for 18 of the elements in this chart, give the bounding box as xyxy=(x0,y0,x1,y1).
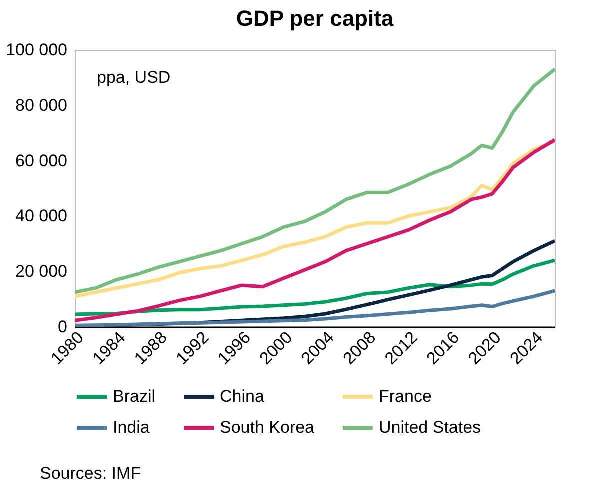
y-tick-label: 60 000 xyxy=(16,151,68,170)
y-tick-label: 20 000 xyxy=(16,262,68,282)
legend-label: China xyxy=(220,387,265,406)
source-note: Sources: IMF xyxy=(40,464,142,484)
y-tick-label: 40 000 xyxy=(16,206,68,226)
y-tick-label: 0 xyxy=(58,318,68,336)
y-tick-label: 100 000 xyxy=(6,40,68,60)
legend-label: United States xyxy=(379,418,482,437)
chart-title: GDP per capita xyxy=(236,6,394,31)
line-series xyxy=(75,68,555,294)
legend-label: India xyxy=(113,418,150,437)
line-series xyxy=(75,258,555,316)
legend-label: Brazil xyxy=(113,387,156,406)
y-tick-label: 80 000 xyxy=(16,96,68,115)
line-series xyxy=(75,289,555,327)
annotation: ppa, USD xyxy=(97,68,171,87)
legend-label: South Korea xyxy=(220,418,316,437)
legend-label: France xyxy=(379,387,432,406)
